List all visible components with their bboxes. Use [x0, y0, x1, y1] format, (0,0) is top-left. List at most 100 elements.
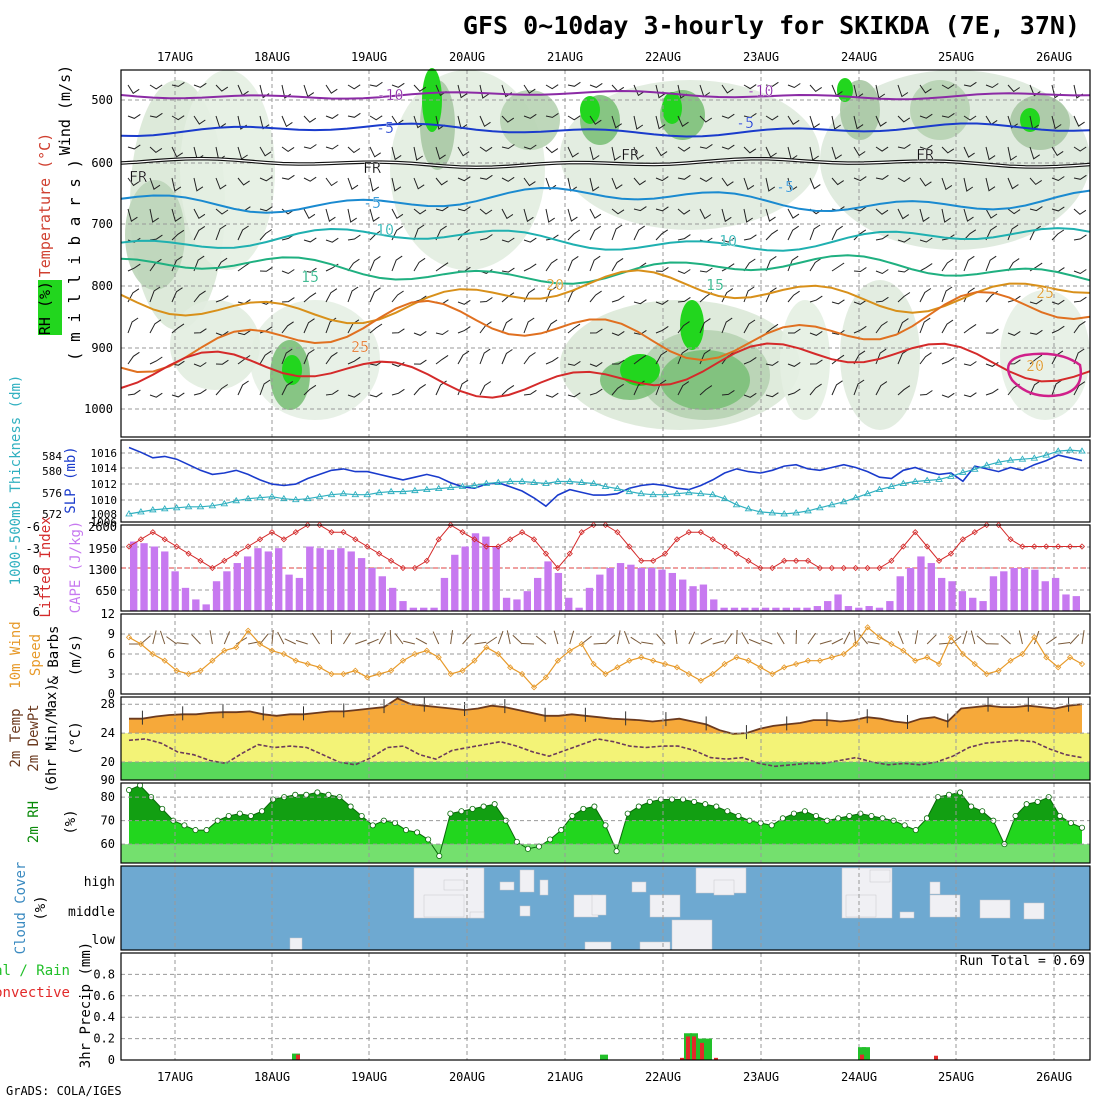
wind-barb	[1007, 115, 1018, 129]
wind-barb	[545, 356, 559, 365]
cloud-block	[591, 894, 607, 916]
wind-barb	[655, 325, 669, 334]
cape-bar	[130, 541, 138, 611]
wind-barb	[303, 318, 315, 334]
thickness-point	[828, 500, 836, 508]
wind-barb-10m	[831, 638, 844, 645]
wind-barb	[963, 115, 977, 121]
wind-barb-10m	[897, 631, 904, 645]
wind-barb	[897, 177, 911, 183]
panel-border-li	[120, 524, 1091, 612]
wind-barb-10m	[1069, 634, 1080, 645]
wind-barb	[369, 146, 381, 158]
contour-label: 20	[546, 276, 564, 294]
cape-bar	[285, 574, 293, 611]
wind-barb-10m	[223, 631, 231, 645]
wind-tick-label: 6	[108, 647, 115, 661]
rh2m-point	[923, 815, 930, 822]
wind-speed-point	[137, 640, 144, 648]
day-label-top: 19AUG	[351, 50, 387, 64]
cloud-block	[845, 894, 877, 918]
wind-barb	[875, 381, 888, 396]
wind-barb	[215, 295, 229, 303]
wind-barb	[963, 208, 974, 222]
wind-barb	[435, 330, 449, 336]
wind-speed-point	[161, 657, 168, 664]
wind-speed-point	[733, 654, 740, 661]
li-point	[995, 521, 1002, 529]
wind-barb-10m	[724, 633, 733, 645]
li-tick-label: -3	[26, 542, 40, 556]
wind-barb	[919, 208, 930, 223]
wind-barb	[655, 84, 666, 99]
wind10-speed-label: Speed	[28, 634, 44, 676]
wind-barb	[479, 174, 493, 180]
thickness-point	[1018, 455, 1027, 462]
li-point	[1031, 543, 1038, 550]
li-point	[268, 529, 276, 536]
wind-barb	[589, 146, 600, 161]
wind-barb	[677, 208, 691, 215]
li-point	[256, 536, 264, 543]
day-label-top: 24AUG	[841, 50, 877, 64]
li-point	[614, 529, 621, 536]
cloud-block	[519, 869, 535, 893]
wind-barb-10m	[191, 634, 201, 645]
cape-bar	[813, 606, 822, 611]
li-axis-label: Lifted Index	[38, 516, 54, 617]
wind-barb	[501, 267, 515, 273]
wind-barb	[677, 234, 691, 241]
wind-barb	[127, 84, 140, 95]
thickness-point	[816, 503, 824, 511]
wind-speed-point	[793, 660, 800, 668]
wind-barb	[787, 208, 800, 219]
wind-barb	[259, 266, 273, 272]
wind-barb	[413, 84, 427, 92]
wind-barb	[193, 177, 204, 192]
wind-speed-point	[1019, 650, 1026, 658]
contour-label: -5	[376, 119, 394, 137]
li-point	[399, 564, 407, 572]
wind-barb	[875, 269, 889, 275]
cape-bar	[471, 533, 480, 611]
wind-barb	[325, 351, 338, 365]
precip-tick-label: 0	[108, 1053, 115, 1067]
wind-barb-10m	[166, 636, 177, 645]
wind-speed-point	[245, 627, 252, 634]
li-point	[864, 564, 871, 572]
rh2m-point	[258, 808, 265, 815]
wind-barb	[1007, 146, 1017, 161]
wind-barb	[171, 256, 183, 272]
wind-barb	[721, 237, 735, 243]
wind-barb	[457, 299, 471, 305]
cape-bar	[782, 607, 790, 611]
minmax-axis-label: (6hr Min/Max)	[44, 683, 60, 793]
wind-barb-10m	[271, 630, 274, 645]
contour-label: -5	[736, 114, 754, 132]
li-point	[697, 529, 704, 536]
wind-speed-point	[495, 650, 502, 658]
thickness-point	[1066, 446, 1074, 453]
wind-barb-10m	[403, 640, 416, 645]
cape-bar	[502, 597, 511, 611]
wind-barb	[1073, 146, 1087, 152]
wind-barb	[171, 392, 185, 398]
thickness-point	[625, 487, 634, 495]
wind-speed-point	[280, 650, 287, 658]
thickness-point	[149, 505, 157, 513]
wind-barb	[853, 325, 867, 334]
wind-barb	[611, 146, 621, 161]
li-point	[483, 543, 490, 550]
wind-barb	[985, 83, 999, 89]
wind-barb	[721, 84, 734, 94]
wind-barb	[655, 229, 669, 241]
thickness-point	[375, 488, 383, 496]
cloud-tick-label: middle	[68, 905, 115, 920]
wind-barb	[479, 84, 490, 99]
wind-barb	[897, 292, 911, 303]
wind-barb	[611, 383, 624, 396]
cape-bar	[834, 594, 842, 611]
cape-bar	[326, 549, 335, 611]
wind-barb	[567, 360, 581, 366]
cape-bar	[233, 563, 241, 611]
